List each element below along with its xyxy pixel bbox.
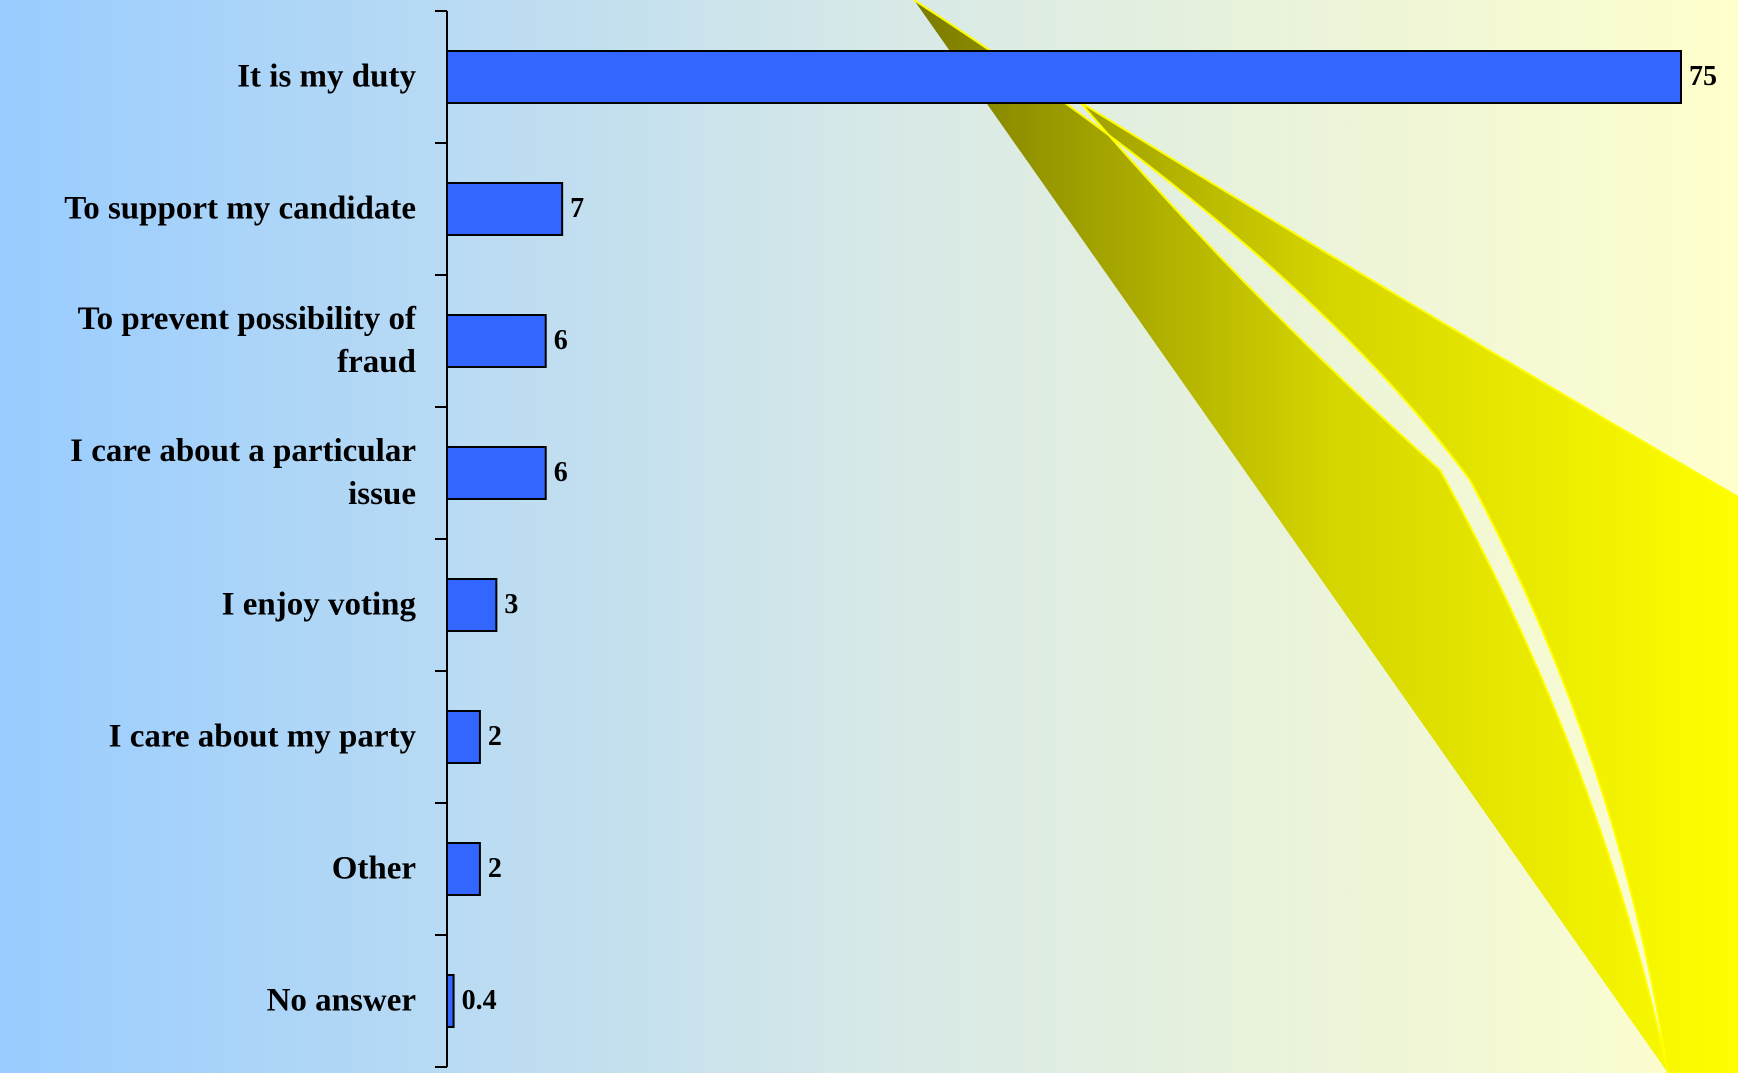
bar [446,710,481,764]
bar [446,842,481,896]
value-label: 0.4 [461,985,497,1016]
category-label: I care about my party [108,718,416,755]
value-label: 6 [553,325,568,356]
category-label: To support my candidate [64,190,416,227]
bar [446,974,455,1028]
category-label: It is my duty [237,58,416,95]
bar [446,314,547,368]
category-label: Other [331,850,416,887]
bar [446,182,564,236]
value-label: 2 [487,853,502,884]
value-label: 6 [553,457,568,488]
category-label: No answer [266,982,416,1019]
value-label: 7 [570,193,585,224]
bar [446,578,498,632]
category-label: I enjoy voting [221,586,416,623]
value-label: 3 [504,589,519,620]
value-label: 2 [487,721,502,752]
category-label: To prevent possibility of fraud [77,301,416,380]
decoration [913,0,1738,1073]
bar [446,446,547,500]
category-label: I care about a particular issue [70,433,416,512]
value-label: 75 [1689,61,1717,92]
bar [446,50,1682,104]
